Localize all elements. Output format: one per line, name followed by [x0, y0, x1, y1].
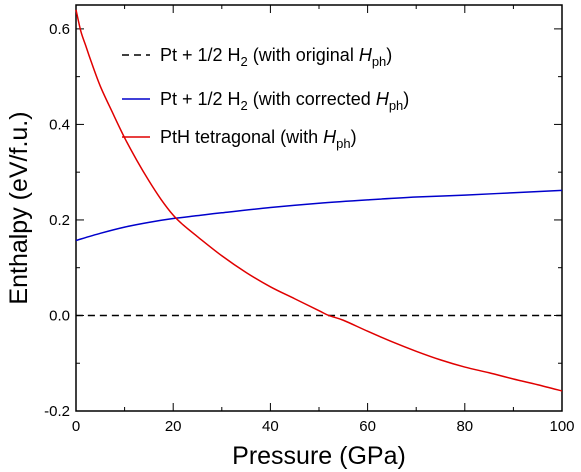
y-tick-label-2: 0.2 — [49, 212, 70, 229]
x-axis-title: Pressure (GPa) — [232, 442, 406, 470]
x-tick-label-0: 0 — [72, 418, 80, 435]
x-tick-label-3: 60 — [359, 418, 376, 435]
series-line-1 — [75, 189, 563, 242]
x-tick-label-4: 80 — [456, 418, 473, 435]
legend-label-1: Pt + 1/2 H2 (with corrected Hph) — [160, 89, 409, 113]
legend: Pt + 1/2 H2 (with original Hph) Pt + 1/2 … — [122, 45, 409, 151]
legend-label-0: Pt + 1/2 H2 (with original Hph) — [160, 45, 392, 69]
y-tick-label-4: 0.6 — [49, 21, 70, 38]
y-tick-label-0: -0.2 — [44, 403, 70, 420]
y-axis-title: Enthalpy (eV/f.u.) — [5, 111, 33, 304]
y-tick-label-1: 0.0 — [49, 307, 70, 324]
series-layer — [75, 9, 563, 392]
axis-ticks: 0 20 40 60 80 100 -0.2 0.0 0.2 0.4 0.6 — [44, 5, 575, 435]
series-line-2 — [75, 9, 563, 392]
legend-label-2: PtH tetragonal (with Hph) — [160, 127, 357, 151]
plot-area — [75, 4, 563, 412]
x-tick-label-5: 100 — [549, 418, 574, 435]
x-tick-label-1: 20 — [165, 418, 182, 435]
y-tick-label-3: 0.4 — [49, 116, 70, 133]
x-tick-label-2: 40 — [262, 418, 279, 435]
